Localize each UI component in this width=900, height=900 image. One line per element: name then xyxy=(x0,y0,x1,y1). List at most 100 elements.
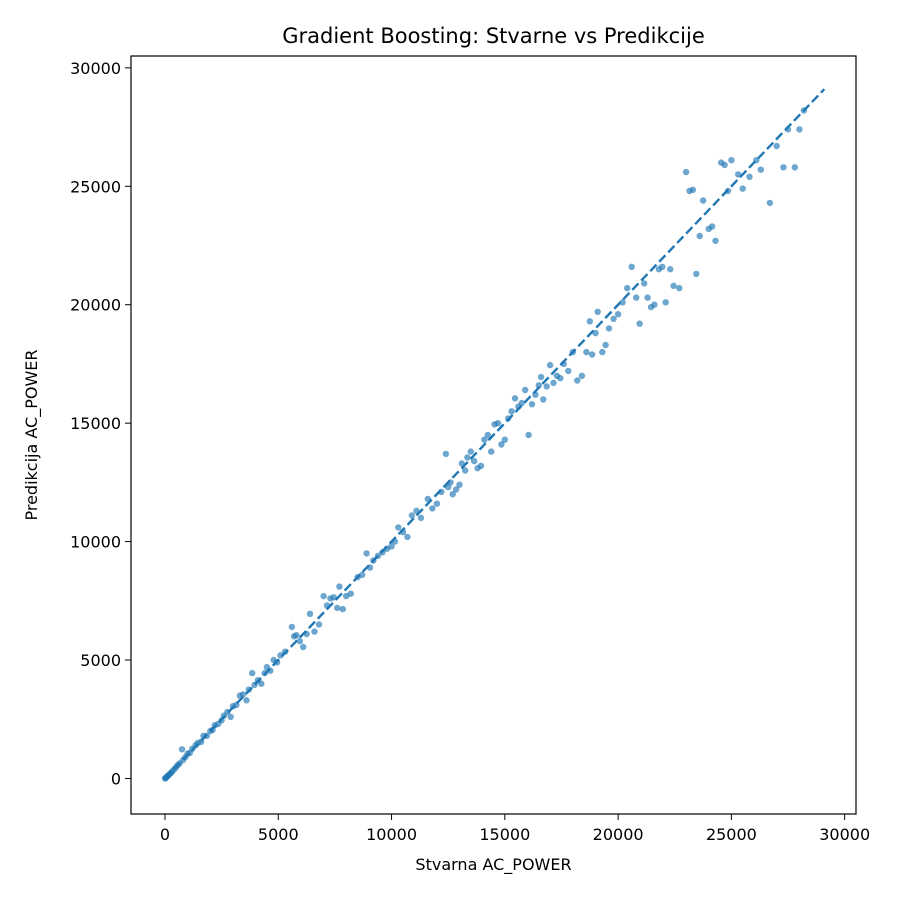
data-point xyxy=(610,315,617,323)
data-point xyxy=(682,168,690,176)
data-point xyxy=(628,263,635,270)
data-point xyxy=(249,669,256,677)
data-point xyxy=(296,637,303,645)
data-point xyxy=(306,610,314,617)
data-point xyxy=(739,185,746,192)
data-point xyxy=(429,505,436,512)
x-tick-label: 10000 xyxy=(366,825,417,844)
x-tick-label: 30000 xyxy=(819,825,870,844)
data-point xyxy=(277,652,284,659)
y-tick-label: 20000 xyxy=(70,296,121,315)
data-point xyxy=(594,308,601,315)
data-point xyxy=(746,173,753,180)
data-point xyxy=(417,514,425,522)
data-point xyxy=(583,348,590,356)
data-point xyxy=(300,643,307,651)
data-point xyxy=(522,386,529,394)
plot-frame xyxy=(130,55,857,815)
data-point xyxy=(633,294,640,301)
x-axis-label: Stvarna AC_POWER xyxy=(415,855,571,875)
data-point xyxy=(588,351,596,358)
data-point xyxy=(339,605,346,613)
data-point xyxy=(395,524,402,531)
x-tick-label: 0 xyxy=(160,825,170,844)
data-point xyxy=(347,590,354,597)
data-point xyxy=(636,320,643,327)
data-point xyxy=(773,142,780,150)
data-point xyxy=(481,436,488,443)
data-point xyxy=(484,431,491,439)
data-point xyxy=(662,299,669,306)
data-point xyxy=(404,533,411,541)
data-point xyxy=(791,164,798,171)
y-tick-label: 10000 xyxy=(70,533,121,552)
x-tick-label: 25000 xyxy=(706,825,757,844)
data-point xyxy=(293,632,300,639)
data-point xyxy=(442,450,450,458)
data-point xyxy=(667,266,674,273)
data-point xyxy=(721,161,728,169)
data-point xyxy=(462,467,469,474)
data-point xyxy=(766,199,774,207)
data-point xyxy=(449,491,456,498)
data-point xyxy=(488,448,495,455)
data-point xyxy=(388,543,395,550)
data-point xyxy=(619,299,626,306)
data-point xyxy=(311,628,318,635)
y-axis: 0 5000 10000 15000 20000 25000 30000 xyxy=(70,59,131,788)
data-point xyxy=(644,294,651,301)
data-point xyxy=(599,348,606,356)
data-point xyxy=(535,382,542,389)
data-point xyxy=(728,157,735,164)
data-point xyxy=(433,500,441,507)
y-axis-label: Predikcija AC_POWER xyxy=(22,349,42,520)
data-point xyxy=(464,454,471,461)
data-point xyxy=(363,550,370,557)
data-point xyxy=(471,457,478,465)
data-point xyxy=(586,318,593,325)
x-axis: 0 5000 10000 15000 20000 25000 30000 xyxy=(160,814,870,844)
y-tick-label: 15000 xyxy=(70,414,121,433)
data-point xyxy=(550,379,557,387)
data-point xyxy=(689,186,697,193)
data-point xyxy=(525,431,532,439)
data-point xyxy=(708,223,716,230)
x-tick-label: 20000 xyxy=(593,825,644,844)
x-tick-label: 5000 xyxy=(258,825,299,844)
data-point xyxy=(467,448,474,455)
y-tick-label: 0 xyxy=(111,769,121,788)
data-point xyxy=(605,325,613,332)
data-point xyxy=(614,311,622,318)
data-point xyxy=(651,301,658,308)
data-point xyxy=(258,680,265,687)
data-point xyxy=(641,280,648,287)
data-point xyxy=(578,372,586,379)
data-point xyxy=(456,481,463,488)
y-tick-label: 30000 xyxy=(70,59,121,78)
data-point xyxy=(178,746,186,753)
data-point xyxy=(546,361,554,369)
data-point xyxy=(239,691,247,698)
y-tick-label: 25000 xyxy=(70,177,121,196)
data-point xyxy=(659,263,666,270)
data-point xyxy=(320,592,327,600)
data-point xyxy=(780,164,787,171)
data-point xyxy=(501,436,508,443)
data-point xyxy=(543,383,550,390)
data-point xyxy=(288,623,296,631)
data-point xyxy=(540,396,547,403)
x-tick-label: 15000 xyxy=(479,825,530,844)
data-point xyxy=(693,270,700,278)
y-tick-label: 5000 xyxy=(80,651,121,670)
data-point xyxy=(670,282,677,289)
data-point xyxy=(452,486,460,493)
data-point xyxy=(315,621,323,628)
data-point xyxy=(557,375,564,382)
data-point xyxy=(602,341,609,349)
data-point xyxy=(796,126,803,133)
data-point xyxy=(699,197,707,204)
data-point xyxy=(696,232,703,240)
data-point xyxy=(494,420,502,427)
chart-title: Gradient Boosting: Stvarne vs Predikcije xyxy=(282,24,705,48)
